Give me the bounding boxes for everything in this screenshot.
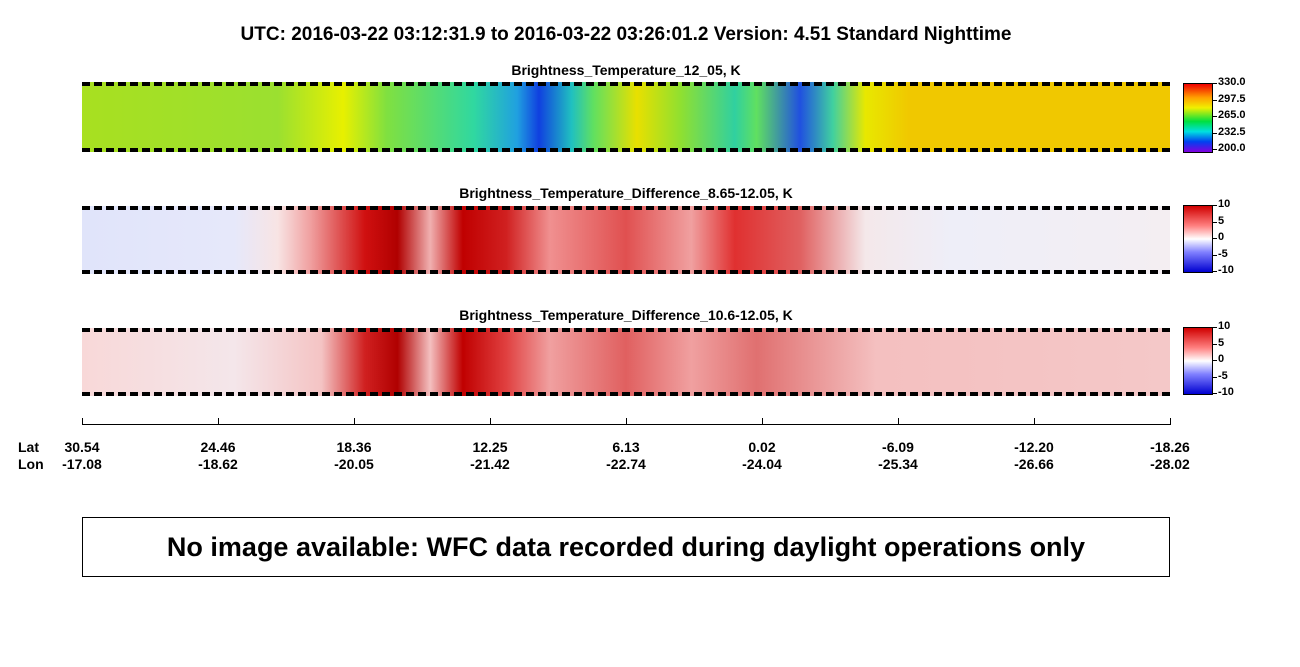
colorbar-tick-label: -5 [1218,247,1228,260]
colorbar-tick [1213,376,1217,378]
colorbar-tick-label: 0 [1218,353,1225,365]
page-title: UTC: 2016-03-22 03:12:31.9 to 2016-03-22… [240,24,1012,45]
axis-label: Lat [18,439,39,455]
colorbar-tick [1213,205,1217,206]
heatmap [82,328,1170,396]
colorbar-tick-label: 232.5 [1218,125,1246,138]
axis-tick [626,418,627,425]
lat-tick-label: 30.54 [64,439,100,455]
colorbar-tick [1213,116,1217,117]
lat-tick-label: 12.25 [472,439,508,455]
lat-tick-label: 18.36 [336,439,372,455]
axis-tick [218,418,219,425]
colorbar-tick-label: 0 [1218,231,1225,243]
colorbar [1183,327,1213,395]
colorbar-tick-label: 10 [1218,320,1231,332]
lat-tick-label: -6.09 [882,439,914,455]
axis-tick [82,418,83,425]
colorbar-tick-label: 265.0 [1218,109,1246,121]
colorbar-tick [1213,271,1217,272]
lon-tick-label: -20.05 [334,456,374,472]
heatmap [82,206,1170,274]
colorbar-tick [1213,238,1217,239]
axis-tick [898,418,899,425]
axis-tick [354,418,355,425]
lat-tick-label: -12.20 [1014,439,1054,455]
colorbar-tick [1213,393,1217,394]
colorbar-tick-label: -10 [1218,386,1234,398]
colorbar-tick [1213,149,1217,150]
message-box: No image available: WFC data recorded du… [82,517,1170,577]
colorbar-tick-label: 200.0 [1218,142,1246,154]
colorbar-tick-label: 330.0 [1218,76,1246,88]
panel-title: Brightness_Temperature_Difference_10.6-1… [459,307,793,323]
colorbar-tick [1213,99,1217,101]
lat-tick-label: 0.02 [748,439,776,455]
colorbar-tick-label: -10 [1218,264,1234,276]
lon-tick-label: -22.74 [606,456,646,472]
colorbar-tick-label: 297.5 [1218,92,1246,105]
colorbar-tick [1213,343,1217,345]
colorbar-tick [1213,83,1217,84]
axis-tick [1034,418,1035,425]
colorbar [1183,83,1213,153]
colorbar-tick-label: 5 [1218,214,1225,227]
axis-tick [762,418,763,425]
heatmap [82,82,1170,152]
panel-title: Brightness_Temperature_12_05, K [511,62,741,78]
lon-tick-label: -24.04 [742,456,782,472]
axis-tick [490,418,491,425]
axis-label: Lon [18,456,44,472]
lon-tick-label: -18.62 [198,456,238,472]
lon-tick-label: -28.02 [1150,456,1190,472]
lon-tick-label: -25.34 [878,456,918,472]
colorbar-tick [1213,221,1217,223]
colorbar-tick [1213,132,1217,134]
panel-title: Brightness_Temperature_Difference_8.65-1… [459,185,793,201]
colorbar-tick [1213,360,1217,361]
lat-tick-label: 24.46 [200,439,236,455]
colorbar-tick-label: 5 [1218,336,1225,349]
lon-tick-label: -21.42 [470,456,510,472]
colorbar-tick [1213,254,1217,256]
colorbar [1183,205,1213,273]
colorbar-tick-label: -5 [1218,369,1228,382]
lat-tick-label: 6.13 [612,439,640,455]
colorbar-tick-label: 10 [1218,198,1231,210]
lon-tick-label: -26.66 [1014,456,1054,472]
axis-tick [1170,418,1171,425]
colorbar-tick [1213,327,1217,328]
lat-tick-label: -18.26 [1150,439,1190,455]
lon-tick-label: -17.08 [62,456,102,472]
